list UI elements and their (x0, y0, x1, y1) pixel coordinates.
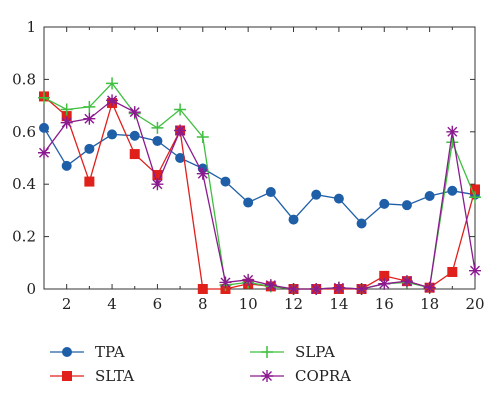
x-tick-label: 14 (329, 295, 348, 313)
data-point-tpa (61, 160, 72, 171)
data-point-copra (310, 283, 323, 295)
data-point-copra (287, 283, 300, 295)
data-point-copra (196, 167, 209, 180)
x-tick-label: 8 (198, 295, 208, 313)
plot-border (43, 26, 476, 290)
data-point-tpa (311, 189, 322, 200)
legend-item-copra: COPRA (250, 367, 351, 385)
data-point-tpa (379, 198, 390, 209)
data-point-tpa (39, 122, 49, 133)
data-point-copra (423, 281, 436, 294)
series-slpa (38, 77, 481, 295)
legend-label-slta: SLTA (95, 367, 134, 385)
data-point-copra (151, 178, 164, 191)
x-tick-label: 2 (62, 295, 72, 313)
data-point-copra (128, 106, 141, 119)
legend-marker-copra (261, 370, 273, 382)
data-point-slpa (469, 191, 481, 204)
data-point-slta (197, 284, 208, 294)
legend-item-tpa: TPA (50, 343, 125, 361)
y-tick-label: 0.2 (12, 228, 36, 246)
data-point-tpa (152, 135, 163, 146)
y-axis: 0 0.2 0.4 0.6 0.8 1 (12, 18, 475, 298)
series-layer (38, 77, 481, 295)
data-point-slpa (106, 77, 119, 90)
x-axis: 2 4 6 8 10 12 14 16 18 20 (43, 27, 485, 313)
legend-label-copra: COPRA (295, 367, 351, 385)
data-point-slpa (38, 91, 50, 104)
y-tick-label: 1 (26, 18, 36, 36)
x-tick-label: 6 (153, 295, 163, 313)
data-point-copra (264, 279, 277, 292)
legend: TPA SLPA SLTA COPRA (50, 343, 351, 385)
data-point-slpa (60, 103, 73, 116)
data-point-copra (174, 124, 187, 137)
data-point-tpa (333, 193, 344, 204)
data-point-copra (60, 116, 73, 129)
y-tick-label: 0 (26, 280, 36, 298)
data-point-copra (38, 146, 50, 159)
y-tick-label: 0.8 (12, 70, 36, 88)
data-point-slpa (196, 131, 209, 144)
data-point-copra (355, 283, 368, 295)
y-tick-label: 0.4 (12, 175, 36, 193)
legend-marker-slpa (261, 346, 273, 358)
legend-item-slta: SLTA (50, 367, 134, 385)
legend-item-slpa: SLPA (250, 343, 335, 361)
data-point-tpa (265, 187, 276, 198)
data-point-copra (446, 125, 459, 138)
legend-marker-tpa (62, 347, 72, 357)
data-point-tpa (220, 176, 231, 187)
series-copra (38, 94, 481, 295)
data-point-tpa (107, 129, 118, 140)
data-point-tpa (447, 185, 458, 196)
data-point-copra (378, 277, 391, 290)
y-tick-label: 0.6 (12, 123, 36, 141)
x-tick-label: 12 (284, 295, 303, 313)
x-tick-label: 4 (107, 295, 117, 313)
legend-marker-slta (62, 371, 72, 381)
series-line-copra (43, 99, 476, 290)
data-point-copra (242, 273, 255, 286)
x-tick-label: 18 (420, 295, 439, 313)
data-point-slpa (446, 136, 459, 149)
x-tick-label: 20 (465, 295, 484, 313)
data-point-slta (447, 266, 458, 277)
data-point-copra (400, 275, 413, 288)
data-point-slta (84, 176, 95, 187)
series-slta (39, 91, 480, 294)
data-point-slpa (151, 121, 164, 134)
data-point-copra (83, 112, 96, 125)
plot-frame (43, 26, 476, 290)
x-tick-label: 10 (239, 295, 258, 313)
data-point-tpa (129, 130, 140, 141)
data-point-copra (219, 276, 232, 289)
data-point-tpa (84, 143, 95, 154)
data-point-slta (129, 149, 140, 160)
legend-label-tpa: TPA (95, 343, 125, 361)
data-point-tpa (424, 190, 435, 201)
series-line-tpa (43, 127, 476, 225)
data-point-copra (332, 281, 345, 294)
series-tpa (39, 122, 480, 229)
data-point-slpa (83, 100, 96, 113)
data-point-copra (469, 264, 481, 277)
legend-label-slpa: SLPA (295, 343, 335, 361)
data-point-slpa (174, 103, 187, 116)
x-tick-label: 16 (375, 295, 394, 313)
series-line-slta (43, 95, 476, 290)
data-point-copra (106, 94, 119, 107)
data-point-tpa (243, 197, 254, 208)
data-point-tpa (288, 214, 299, 225)
data-point-tpa (356, 218, 367, 229)
data-point-tpa (401, 200, 412, 211)
